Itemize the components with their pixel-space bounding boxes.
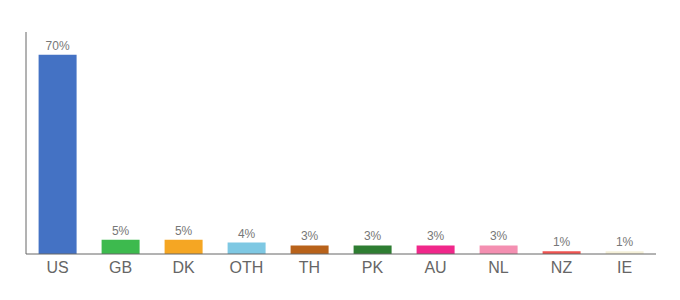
svg-text:OTH: OTH <box>230 259 264 276</box>
svg-text:1%: 1% <box>553 235 571 249</box>
svg-text:3%: 3% <box>427 229 445 243</box>
svg-text:DK: DK <box>172 259 195 276</box>
svg-text:GB: GB <box>109 259 132 276</box>
svg-text:5%: 5% <box>175 224 193 238</box>
svg-text:NZ: NZ <box>551 259 573 276</box>
svg-text:3%: 3% <box>301 229 319 243</box>
svg-text:IE: IE <box>617 259 632 276</box>
svg-text:1%: 1% <box>616 235 634 249</box>
svg-text:4%: 4% <box>238 227 256 241</box>
svg-text:PK: PK <box>362 259 384 276</box>
svg-text:US: US <box>46 259 68 276</box>
svg-text:3%: 3% <box>364 229 382 243</box>
svg-text:TH: TH <box>299 259 320 276</box>
svg-text:NL: NL <box>488 259 509 276</box>
svg-text:5%: 5% <box>112 224 130 238</box>
svg-text:3%: 3% <box>490 229 508 243</box>
svg-text:AU: AU <box>424 259 446 276</box>
svg-text:70%: 70% <box>46 39 70 53</box>
